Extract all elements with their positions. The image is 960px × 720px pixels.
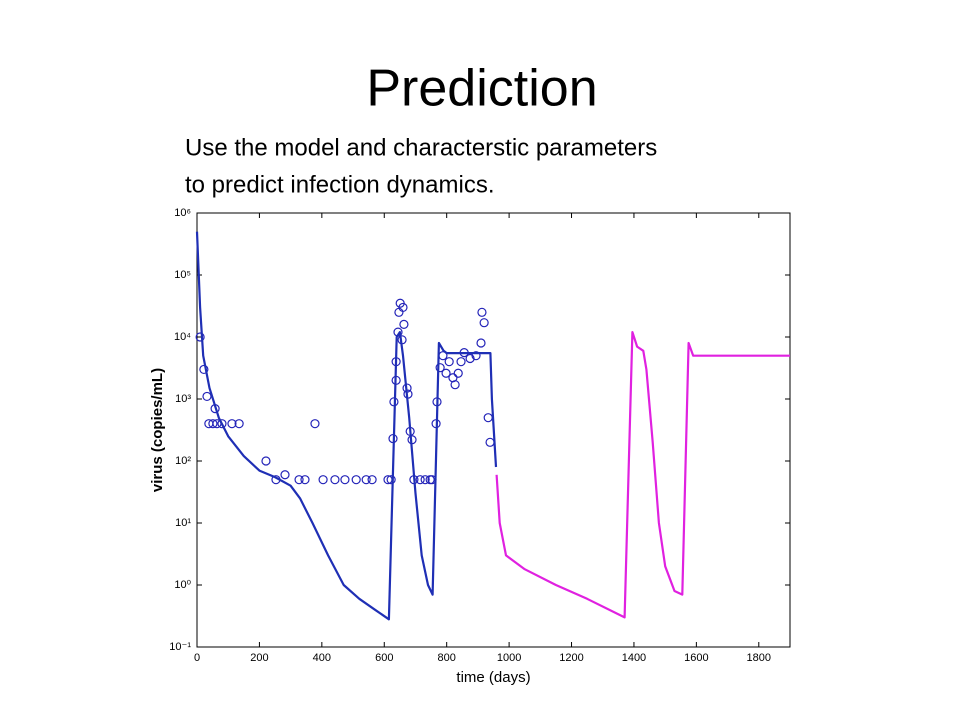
x-tick-label: 1600 bbox=[684, 652, 708, 664]
y-tick-label: 10⁶ bbox=[174, 207, 191, 219]
y-tick-label: 10⁰ bbox=[174, 579, 191, 591]
x-tick-label: 1800 bbox=[747, 652, 771, 664]
x-tick-label: 1000 bbox=[497, 652, 521, 664]
slide-title: Prediction bbox=[366, 60, 597, 118]
data-point bbox=[476, 338, 486, 348]
data-point bbox=[340, 475, 350, 485]
y-tick-label: 10³ bbox=[175, 393, 191, 405]
data-point bbox=[351, 475, 361, 485]
x-tick-label: 1200 bbox=[559, 652, 583, 664]
y-tick-label: 10¹ bbox=[175, 517, 191, 529]
x-tick-label: 800 bbox=[438, 652, 456, 664]
data-point bbox=[234, 419, 244, 429]
x-tick-label: 200 bbox=[250, 652, 268, 664]
y-axis-label: virus (copies/mL) bbox=[149, 368, 166, 492]
data-point bbox=[367, 475, 377, 485]
data-point bbox=[444, 357, 454, 367]
data-point bbox=[227, 419, 237, 429]
data-point bbox=[420, 475, 430, 485]
y-tick-label: 10⁻¹ bbox=[169, 641, 191, 653]
data-point bbox=[450, 380, 460, 390]
data-point bbox=[280, 470, 290, 480]
data-point bbox=[261, 456, 271, 466]
data-point bbox=[453, 368, 463, 378]
data-point bbox=[208, 419, 218, 429]
data-point bbox=[294, 475, 304, 485]
x-tick-label: 1400 bbox=[622, 652, 646, 664]
x-tick-label: 400 bbox=[313, 652, 331, 664]
subtitle-line: Use the model and characterstic paramete… bbox=[185, 134, 657, 161]
data-point bbox=[398, 302, 408, 313]
y-tick-label: 10² bbox=[175, 455, 191, 467]
data-point bbox=[471, 351, 481, 361]
data-point bbox=[300, 475, 310, 485]
data-point bbox=[318, 475, 328, 485]
data-point bbox=[479, 318, 489, 328]
x-tick-label: 600 bbox=[375, 652, 393, 664]
model-line bbox=[495, 331, 790, 619]
data-point bbox=[217, 419, 227, 429]
data-point bbox=[441, 368, 451, 378]
data-point bbox=[199, 364, 209, 375]
x-axis-label: time (days) bbox=[456, 669, 530, 686]
model-line bbox=[195, 231, 498, 621]
data-point bbox=[477, 307, 487, 317]
data-point bbox=[361, 475, 371, 485]
x-tick-label: 0 bbox=[194, 652, 200, 664]
data-point bbox=[386, 475, 396, 485]
data-point bbox=[330, 475, 340, 485]
data-point bbox=[399, 319, 409, 329]
data-point bbox=[415, 475, 425, 485]
data-point bbox=[195, 332, 205, 342]
y-tick-label: 10⁵ bbox=[174, 269, 191, 281]
data-point bbox=[465, 353, 475, 364]
data-point bbox=[435, 363, 445, 373]
y-tick-label: 10⁴ bbox=[174, 331, 191, 343]
data-point bbox=[456, 357, 466, 367]
data-point bbox=[310, 419, 320, 429]
subtitle-line: to predict infection dynamics. bbox=[185, 171, 494, 198]
